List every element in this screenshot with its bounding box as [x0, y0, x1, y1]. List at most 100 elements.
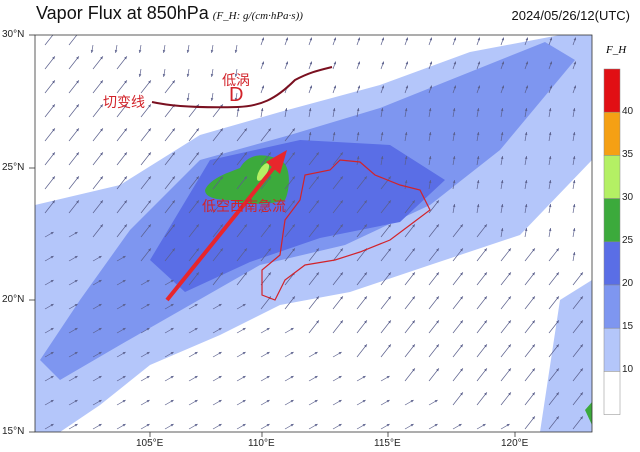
wind-vector-head	[148, 248, 151, 252]
wind-vector-head	[50, 280, 54, 283]
wind-vector-head	[292, 296, 295, 300]
wind-vector-head	[340, 272, 343, 276]
wind-vector-head	[573, 37, 577, 41]
wind-vector-head	[124, 200, 127, 204]
wind-vector-head	[556, 248, 559, 252]
wind-vector-head	[146, 304, 150, 307]
wind-vector-head	[460, 248, 463, 252]
wind-vector-head	[340, 224, 343, 228]
wind-vector-head	[148, 80, 151, 84]
wind-vector-head	[477, 61, 481, 65]
wind-vector-head	[98, 304, 102, 307]
wind-vector-head	[220, 272, 223, 276]
wind-vector-head	[452, 108, 456, 112]
wind-vector-head	[50, 256, 54, 259]
wind-vector-head	[412, 368, 415, 372]
wind-vector-head	[268, 200, 271, 204]
wind-vector-head	[434, 400, 438, 403]
wind-vector-head	[74, 328, 78, 331]
wind-vector-head	[52, 200, 55, 204]
wind-vector-head	[316, 248, 319, 252]
wind-vector-head	[234, 49, 238, 53]
wind-vectors	[44, 35, 584, 430]
wind-vector-head	[74, 352, 78, 355]
wind-vector-head	[453, 37, 457, 41]
colorbar-swatch	[603, 111, 621, 156]
wind-vector-head	[148, 104, 151, 108]
wind-vector-head	[436, 368, 439, 372]
lon-label: 110°E	[248, 438, 275, 449]
wind-vector-head	[484, 392, 487, 396]
wind-vector-head	[172, 128, 175, 132]
wind-vector-head	[340, 152, 343, 156]
wind-vector-head	[412, 272, 415, 276]
wind-vector-head	[100, 224, 103, 228]
wind-vector-head	[388, 200, 391, 204]
wind-vector-head	[362, 424, 366, 427]
wind-vector-head	[186, 49, 190, 53]
jet-label: 低空西南急流	[202, 198, 286, 214]
wind-vector-head	[428, 180, 432, 184]
wind-vector-head	[364, 320, 367, 324]
wind-vector-head	[501, 37, 505, 41]
wind-vector-head	[196, 224, 199, 228]
wind-vector-head	[98, 424, 102, 427]
wind-vector-head	[146, 400, 150, 403]
wind-vector-head	[340, 320, 343, 324]
wind-vector-head	[338, 400, 342, 403]
wind-vector-head	[556, 344, 559, 348]
colorbar-tick: 40	[622, 106, 634, 117]
wind-vector-head	[196, 272, 199, 276]
wind-vector-head	[532, 368, 535, 372]
flux-30-35	[256, 163, 270, 181]
wind-vector-head	[50, 304, 54, 307]
wind-vector-head	[170, 400, 174, 403]
wind-vector-head	[148, 152, 151, 156]
wind-vector-head	[500, 204, 504, 208]
wind-vector-head	[436, 320, 439, 324]
wind-vector-head	[124, 176, 127, 180]
wind-vector-head	[428, 132, 432, 136]
wind-vector-head	[532, 296, 535, 300]
wind-vector-head	[484, 224, 487, 228]
wind-vector-head	[500, 228, 504, 232]
wind-vector-head	[500, 156, 504, 160]
wind-vector-head	[525, 85, 529, 89]
wind-vector-head	[532, 248, 535, 252]
wind-vector-head	[428, 108, 432, 112]
wind-vector-head	[364, 296, 367, 300]
wind-vector-head	[476, 108, 480, 112]
wind-vector-head	[548, 132, 552, 136]
wind-vector-head	[452, 180, 456, 184]
wind-vector-head	[122, 280, 126, 283]
wind-vector-head	[172, 152, 175, 156]
flux-10-15-se	[540, 280, 592, 432]
wind-vector-head	[460, 224, 463, 228]
wind-vector-head	[220, 248, 223, 252]
wind-vector-head	[434, 424, 438, 427]
wind-vector-head	[98, 256, 102, 259]
wind-vector-head	[388, 320, 391, 324]
wind-vector-head	[532, 344, 535, 348]
wind-vector-head	[316, 200, 319, 204]
wind-vector-head	[386, 376, 390, 379]
wind-vector-head	[525, 37, 529, 41]
wind-vector-head	[172, 200, 175, 204]
wind-vector-head	[314, 376, 318, 379]
wind-vector-head	[122, 400, 126, 403]
wind-vector-head	[332, 132, 336, 136]
wind-vector-head	[380, 108, 384, 112]
wind-vector-head	[412, 224, 415, 228]
shear-line	[151, 66, 333, 109]
wind-vector-head	[290, 352, 294, 355]
wind-vector-head	[429, 61, 433, 65]
wind-vector-head	[261, 37, 265, 41]
wind-vector-head	[572, 252, 576, 256]
wind-vector-head	[556, 272, 559, 276]
colorbar	[603, 68, 621, 415]
wind-vector-head	[484, 368, 487, 372]
shear-line-label: 切变线	[103, 94, 145, 110]
wind-vector-head	[186, 73, 190, 77]
wind-vector-head	[194, 424, 198, 427]
wind-vector-head	[410, 400, 414, 403]
